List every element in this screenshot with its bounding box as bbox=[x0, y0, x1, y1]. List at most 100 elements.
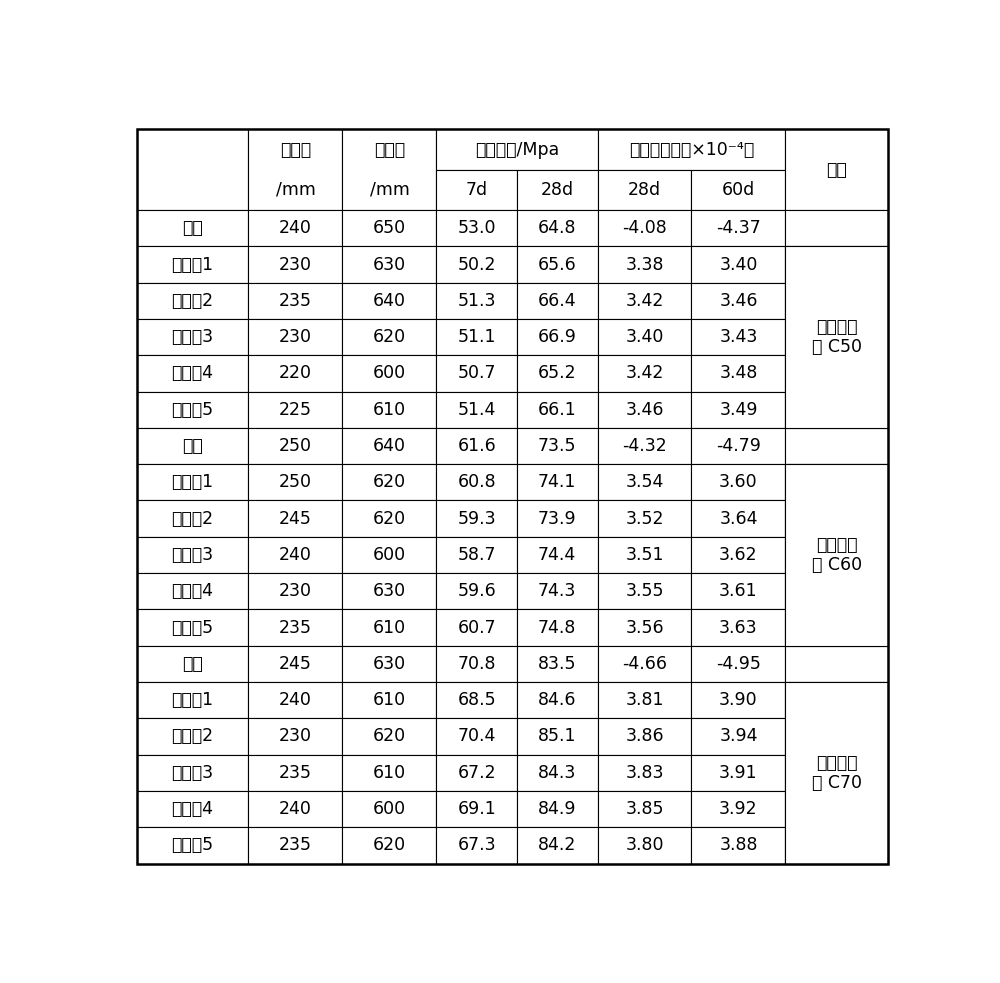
Text: 28d: 28d bbox=[628, 181, 661, 199]
Text: 3.56: 3.56 bbox=[625, 618, 664, 637]
Text: 250: 250 bbox=[279, 437, 312, 455]
Bar bbox=[248, 355, 342, 391]
Text: -4.32: -4.32 bbox=[622, 437, 667, 455]
Text: 235: 235 bbox=[279, 292, 312, 310]
Bar bbox=[436, 464, 517, 500]
Bar bbox=[598, 537, 691, 573]
Bar bbox=[785, 682, 888, 719]
Bar bbox=[137, 391, 248, 428]
Text: 245: 245 bbox=[279, 509, 312, 528]
Text: -4.79: -4.79 bbox=[716, 437, 761, 455]
Bar bbox=[436, 609, 517, 646]
Bar bbox=[598, 500, 691, 537]
Text: 3.91: 3.91 bbox=[719, 764, 758, 781]
Bar bbox=[342, 609, 436, 646]
Text: 3.83: 3.83 bbox=[625, 764, 664, 781]
Text: /mm: /mm bbox=[276, 181, 315, 199]
Bar bbox=[517, 719, 598, 755]
Bar bbox=[248, 283, 342, 318]
Text: 84.9: 84.9 bbox=[538, 800, 576, 818]
Bar bbox=[436, 391, 517, 428]
Bar bbox=[691, 646, 785, 682]
Bar bbox=[785, 537, 888, 573]
Bar bbox=[248, 791, 342, 828]
Text: 3.38: 3.38 bbox=[625, 256, 664, 273]
Text: 60.8: 60.8 bbox=[457, 474, 496, 492]
Text: 600: 600 bbox=[373, 365, 406, 382]
Bar bbox=[517, 391, 598, 428]
Bar bbox=[517, 247, 598, 283]
Bar bbox=[691, 828, 785, 863]
Text: 230: 230 bbox=[279, 328, 312, 346]
Bar bbox=[248, 318, 342, 355]
Bar bbox=[436, 210, 517, 247]
Bar bbox=[785, 500, 888, 537]
Text: 实施例3: 实施例3 bbox=[171, 328, 214, 346]
Bar bbox=[342, 500, 436, 537]
Text: 620: 620 bbox=[373, 837, 406, 854]
Bar bbox=[785, 464, 888, 646]
Bar bbox=[691, 247, 785, 283]
Text: /mm: /mm bbox=[370, 181, 409, 199]
Text: 225: 225 bbox=[279, 401, 312, 419]
Bar bbox=[137, 500, 248, 537]
Bar bbox=[691, 464, 785, 500]
Bar bbox=[785, 318, 888, 355]
Bar bbox=[342, 646, 436, 682]
Text: 实施例2: 实施例2 bbox=[171, 292, 214, 310]
Text: 84.3: 84.3 bbox=[538, 764, 576, 781]
Text: 实施例5: 实施例5 bbox=[171, 401, 214, 419]
Bar bbox=[248, 755, 342, 791]
Text: 3.49: 3.49 bbox=[719, 401, 758, 419]
Bar bbox=[137, 791, 248, 828]
Text: 620: 620 bbox=[373, 509, 406, 528]
Bar bbox=[691, 170, 785, 210]
Bar bbox=[785, 130, 888, 210]
Bar bbox=[137, 573, 248, 609]
Bar bbox=[598, 791, 691, 828]
Text: 240: 240 bbox=[279, 691, 312, 709]
Text: 67.3: 67.3 bbox=[457, 837, 496, 854]
Text: 240: 240 bbox=[279, 800, 312, 818]
Text: 51.1: 51.1 bbox=[457, 328, 496, 346]
Bar bbox=[691, 318, 785, 355]
Text: 3.46: 3.46 bbox=[625, 401, 664, 419]
Bar bbox=[436, 283, 517, 318]
Text: 实施例4: 实施例4 bbox=[172, 800, 214, 818]
Text: 74.1: 74.1 bbox=[538, 474, 576, 492]
Text: -4.95: -4.95 bbox=[716, 655, 761, 672]
Bar bbox=[517, 573, 598, 609]
Bar bbox=[517, 355, 598, 391]
Text: 230: 230 bbox=[279, 256, 312, 273]
Bar bbox=[517, 428, 598, 464]
Text: 7d: 7d bbox=[466, 181, 488, 199]
Bar bbox=[436, 247, 517, 283]
Bar bbox=[598, 247, 691, 283]
Bar bbox=[342, 355, 436, 391]
Text: 实施例3: 实施例3 bbox=[171, 764, 214, 781]
Bar bbox=[137, 247, 248, 283]
Bar bbox=[342, 755, 436, 791]
Bar bbox=[691, 682, 785, 719]
Bar bbox=[248, 210, 342, 247]
Text: 70.4: 70.4 bbox=[458, 727, 496, 745]
Text: 67.2: 67.2 bbox=[457, 764, 496, 781]
Text: 实施例2: 实施例2 bbox=[171, 509, 214, 528]
Bar bbox=[436, 755, 517, 791]
Bar bbox=[517, 682, 598, 719]
Text: 混凝土强: 混凝土强 bbox=[816, 536, 858, 554]
Text: 600: 600 bbox=[373, 546, 406, 564]
Text: 66.1: 66.1 bbox=[538, 401, 577, 419]
Text: 3.90: 3.90 bbox=[719, 691, 758, 709]
Bar bbox=[785, 755, 888, 791]
Bar bbox=[598, 318, 691, 355]
Text: 3.54: 3.54 bbox=[625, 474, 664, 492]
Text: 240: 240 bbox=[279, 546, 312, 564]
Text: 610: 610 bbox=[373, 401, 406, 419]
Bar bbox=[598, 464, 691, 500]
Bar bbox=[342, 428, 436, 464]
Text: 3.55: 3.55 bbox=[625, 582, 664, 601]
Bar bbox=[785, 791, 888, 828]
Bar bbox=[137, 537, 248, 573]
Bar bbox=[785, 719, 888, 755]
